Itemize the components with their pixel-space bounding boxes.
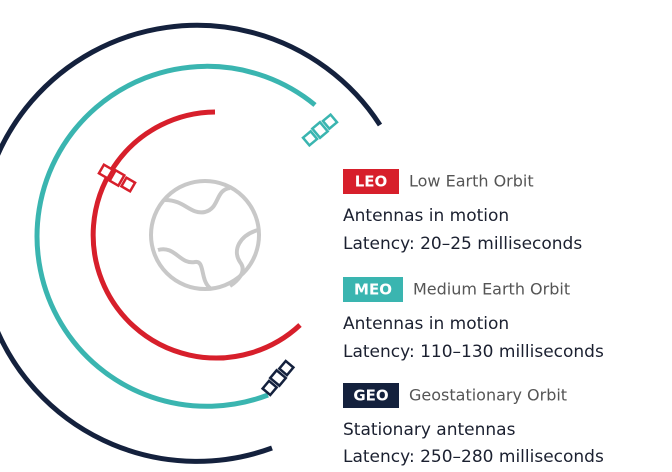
orbit-diagram: LEO Low Earth Orbit Antennas in motion L… [0,0,672,472]
orbit-abbr: LEO [355,173,388,191]
orbit-name: Low Earth Orbit [409,172,534,191]
orbit-description: Antennas in motion [343,314,509,334]
orbit-name: Medium Earth Orbit [413,280,570,299]
orbit-name: Geostationary Orbit [409,386,567,405]
geo-satellite [262,360,294,395]
orbit-latency: Latency: 250–280 milliseconds [343,447,604,467]
meo-satellite [302,114,337,146]
geo-orbit [0,25,380,461]
globe [151,181,259,289]
orbit-latency: Latency: 110–130 milliseconds [343,342,604,362]
orbit-description: Antennas in motion [343,206,509,226]
orbit-abbr: GEO [353,387,388,405]
orbit-latency: Latency: 20–25 milliseconds [343,234,582,254]
orbit-description: Stationary antennas [343,420,516,440]
orbit-abbr: MEO [354,281,392,299]
leo-orbit [93,112,300,358]
